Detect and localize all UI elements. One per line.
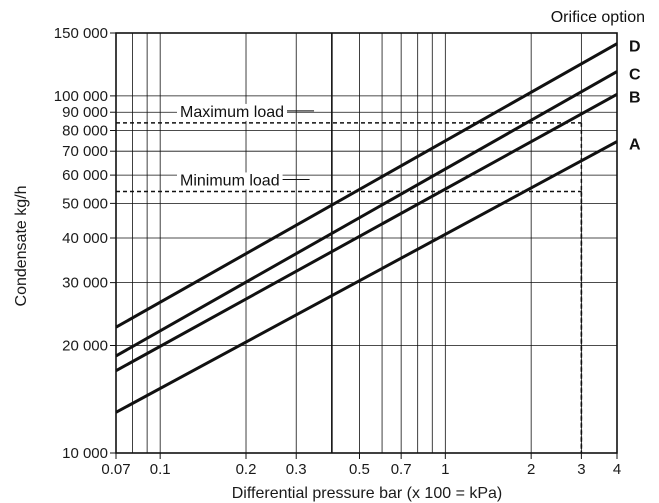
y-tick-label: 70 000 <box>62 143 108 160</box>
load-label-background <box>177 103 288 121</box>
series-label-b: B <box>629 89 641 106</box>
series-label-a: A <box>629 137 641 154</box>
x-tick-label: 2 <box>527 461 535 478</box>
x-tick-label: 4 <box>613 461 621 478</box>
series-label-d: D <box>629 39 641 56</box>
x-tick-label: 0.7 <box>391 461 412 478</box>
load-label-background <box>177 172 283 190</box>
y-tick-label: 40 000 <box>62 230 108 247</box>
grid <box>116 33 617 453</box>
series-line-d <box>115 42 618 329</box>
series-lines <box>115 42 618 414</box>
x-tick-label: 0.07 <box>101 461 130 478</box>
y-tick-label: 20 000 <box>62 337 108 354</box>
series-line-c <box>115 70 618 358</box>
series-line-b <box>115 93 618 373</box>
x-tick-label: 0.2 <box>236 461 257 478</box>
x-tick-label: 0.1 <box>150 461 171 478</box>
y-axis-label: Condensate kg/h <box>13 186 30 307</box>
series-labels: DCB A <box>629 39 641 154</box>
y-tick-label: 50 000 <box>62 195 108 212</box>
load-label: Maximum load <box>180 104 284 121</box>
x-tick-label: 3 <box>577 461 585 478</box>
series-label-c: C <box>629 67 641 84</box>
y-tick-label: 60 000 <box>62 167 108 184</box>
y-tick-label: 30 000 <box>62 275 108 292</box>
x-tick-label: 0.5 <box>349 461 370 478</box>
series-line-a <box>115 140 618 414</box>
y-tick-label: 80 000 <box>62 122 108 139</box>
axes <box>110 32 618 459</box>
x-tick-label: 0.3 <box>286 461 307 478</box>
y-tick-label: 150 000 <box>54 25 108 42</box>
annotations: Maximum load Minimum load <box>116 103 583 453</box>
y-tick-label: 10 000 <box>62 445 108 462</box>
plot-frame <box>115 32 618 454</box>
x-axis-label: Differential pressure bar (x 100 = kPa) <box>232 485 503 502</box>
legend-title: Orifice option <box>551 9 645 26</box>
tick-labels: 10 000 20 000 30 000 40 000 50 000 60 000 70 0… <box>54 25 621 478</box>
load-label: Minimum load <box>180 172 280 189</box>
y-tick-label: 90 000 <box>62 104 108 121</box>
x-tick-label: 1 <box>441 461 449 478</box>
y-tick-label: 100 000 <box>54 88 108 105</box>
